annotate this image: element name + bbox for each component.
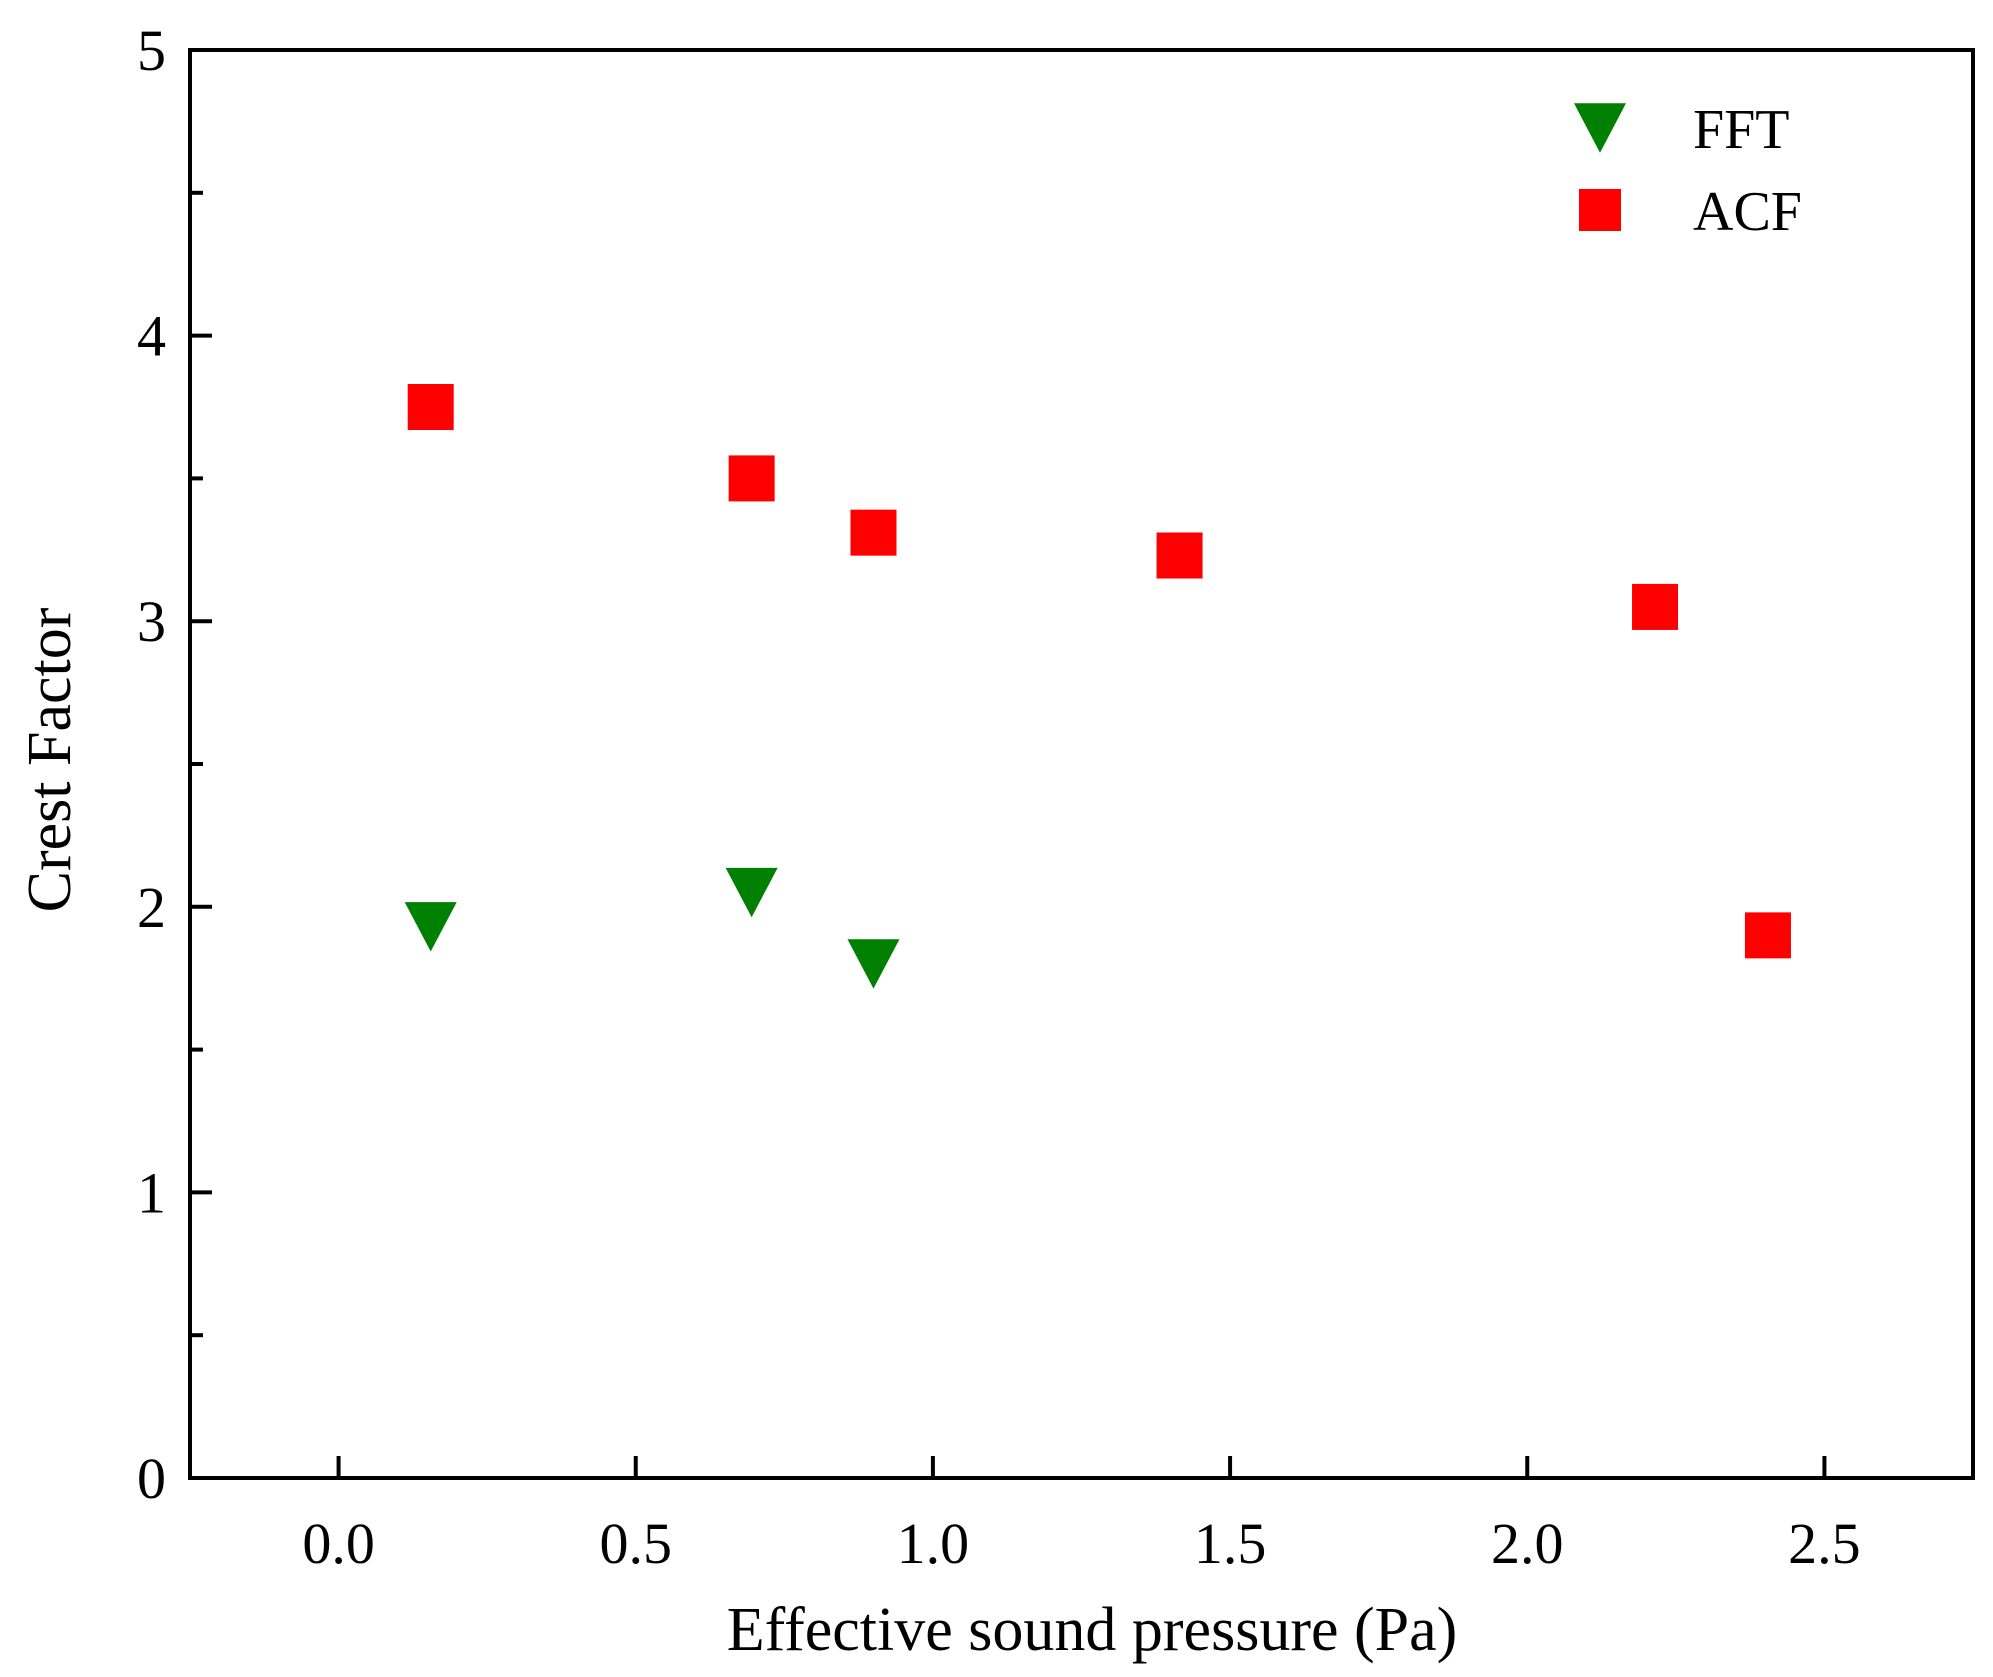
x-tick-label: 0.5: [600, 1511, 673, 1576]
legend-symbol-fft: [1574, 103, 1626, 153]
plot-area-frame: [188, 48, 1975, 1480]
legend-label-acf: ACF: [1693, 181, 1802, 243]
x-axis-title: Effective sound pressure (Pa): [727, 1596, 1458, 1664]
y-tick-label: 5: [137, 18, 166, 83]
x-tick-label: 0.0: [302, 1511, 375, 1576]
x-tick-label: 1.0: [897, 1511, 970, 1576]
y-axis: 0 1 2 3 4 5: [137, 18, 212, 1511]
series-acf: [407, 384, 1791, 959]
data-point-acf: [1632, 583, 1679, 630]
data-point-acf: [728, 455, 775, 502]
x-tick-label: 2.0: [1491, 1511, 1564, 1576]
x-axis: 0.0 0.5 1.0 1.5 2.0 2.5: [302, 1456, 1861, 1576]
legend: FFT ACF: [1574, 99, 1802, 243]
data-point-acf: [407, 384, 454, 430]
data-point-acf: [1156, 532, 1203, 579]
y-tick-label: 1: [137, 1160, 166, 1225]
y-tick-label: 2: [137, 875, 166, 940]
legend-label-fft: FFT: [1693, 99, 1790, 161]
data-marks: [404, 384, 1791, 989]
data-point-acf: [1744, 912, 1791, 959]
legend-symbol-acf: [1579, 189, 1621, 231]
y-axis-title: Crest Factor: [16, 607, 84, 912]
y-tick-label: 0: [137, 1446, 166, 1511]
x-tick-label: 1.5: [1194, 1511, 1267, 1576]
data-point-acf: [850, 509, 897, 556]
data-point-fft: [404, 902, 457, 952]
y-tick-label: 3: [137, 589, 166, 654]
x-tick-label: 2.5: [1788, 1511, 1861, 1576]
series-fft: [404, 867, 900, 989]
data-point-fft: [725, 867, 778, 918]
data-point-fft: [847, 939, 900, 989]
y-tick-label: 4: [137, 304, 166, 369]
